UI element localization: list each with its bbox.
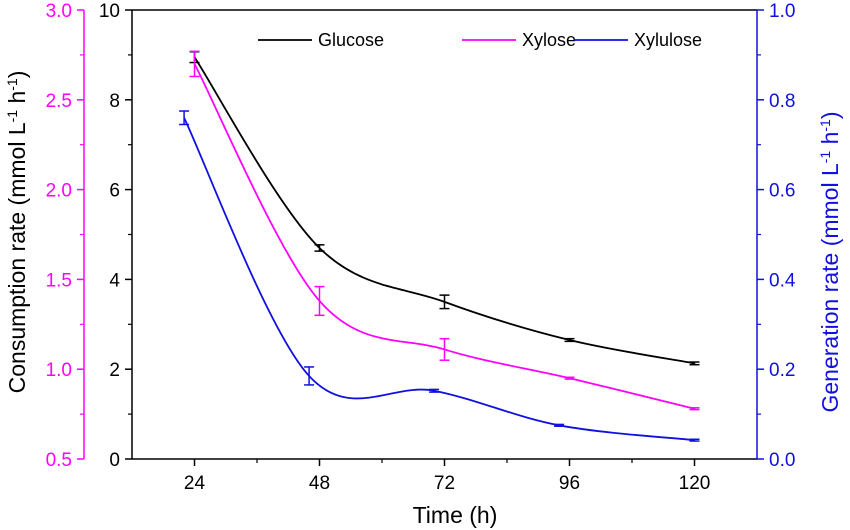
legend-label: Xylulose: [634, 30, 702, 50]
main-y-tick-label: 0: [109, 450, 120, 471]
error-bar: [564, 376, 575, 380]
series-glucose: [189, 51, 700, 366]
error-bar: [179, 110, 190, 126]
axes: 24 48 72 96 12002468100.51.01.52.02.53.00.00…: [46, 1, 796, 494]
x-tick-label: 72: [434, 473, 455, 494]
error-bar: [189, 50, 200, 78]
legend-item-xylulose: Xylulose: [574, 30, 702, 50]
error-bar: [304, 366, 315, 386]
legend-label: Xylose: [522, 30, 576, 50]
series-line-xylose: [193, 63, 695, 410]
main-y-tick-label: 2: [109, 360, 120, 381]
error-bar: [429, 388, 440, 393]
main-y-tick-label: 4: [109, 270, 120, 291]
x-tick-label: 48: [309, 473, 330, 494]
series-xylose: [189, 50, 700, 411]
legend-item-xylose: Xylose: [462, 30, 576, 50]
right-y-tick-label: 0.8: [769, 91, 795, 112]
error-bar: [314, 285, 325, 317]
legend-item-glucose: Glucose: [258, 30, 384, 50]
error-bar: [689, 407, 700, 411]
secondary-left-y-tick-label: 1.5: [46, 270, 72, 291]
error-bar: [439, 337, 450, 361]
main-y-tick-label: 6: [109, 181, 120, 202]
error-bar: [564, 337, 575, 343]
secondary-left-y-tick-label: 2.0: [46, 181, 72, 202]
error-bar: [554, 423, 565, 427]
error-bar: [689, 361, 700, 366]
series-line-xylulose: [183, 117, 695, 442]
main-y-tick-label: 8: [109, 91, 120, 112]
legend-label: Glucose: [318, 30, 384, 50]
left-axis-title: Consumption rate (mmol L-1 h-1): [4, 71, 30, 394]
right-y-tick-label: 0.6: [769, 181, 795, 202]
secondary-left-y-tick-label: 1.0: [46, 360, 72, 381]
secondary-left-y-tick-label: 3.0: [46, 1, 72, 22]
series-line-glucose: [193, 56, 695, 365]
x-tick-label: 120: [679, 473, 711, 494]
error-bar: [689, 438, 700, 442]
x-tick-label: 96: [559, 473, 580, 494]
error-bar: [439, 294, 450, 310]
error-bar: [314, 244, 325, 252]
series-layer: [179, 50, 700, 442]
right-y-tick-label: 0.2: [769, 360, 795, 381]
legend: Glucose Xylose Xylulose: [258, 30, 702, 50]
right-axis-title: Generation rate (mmol L-1 h-1): [817, 111, 843, 412]
secondary-left-y-tick-label: 0.5: [46, 450, 72, 471]
x-tick-label: 24: [184, 473, 206, 494]
right-y-tick-label: 1.0: [769, 1, 795, 22]
secondary-left-y-tick-label: 2.5: [46, 91, 72, 112]
right-y-tick-label: 0.0: [769, 450, 795, 471]
right-y-tick-label: 0.4: [769, 270, 796, 291]
main-y-tick-label: 10: [99, 1, 120, 22]
series-xylulose: [179, 110, 700, 442]
x-axis-title: Time (h): [413, 502, 498, 528]
